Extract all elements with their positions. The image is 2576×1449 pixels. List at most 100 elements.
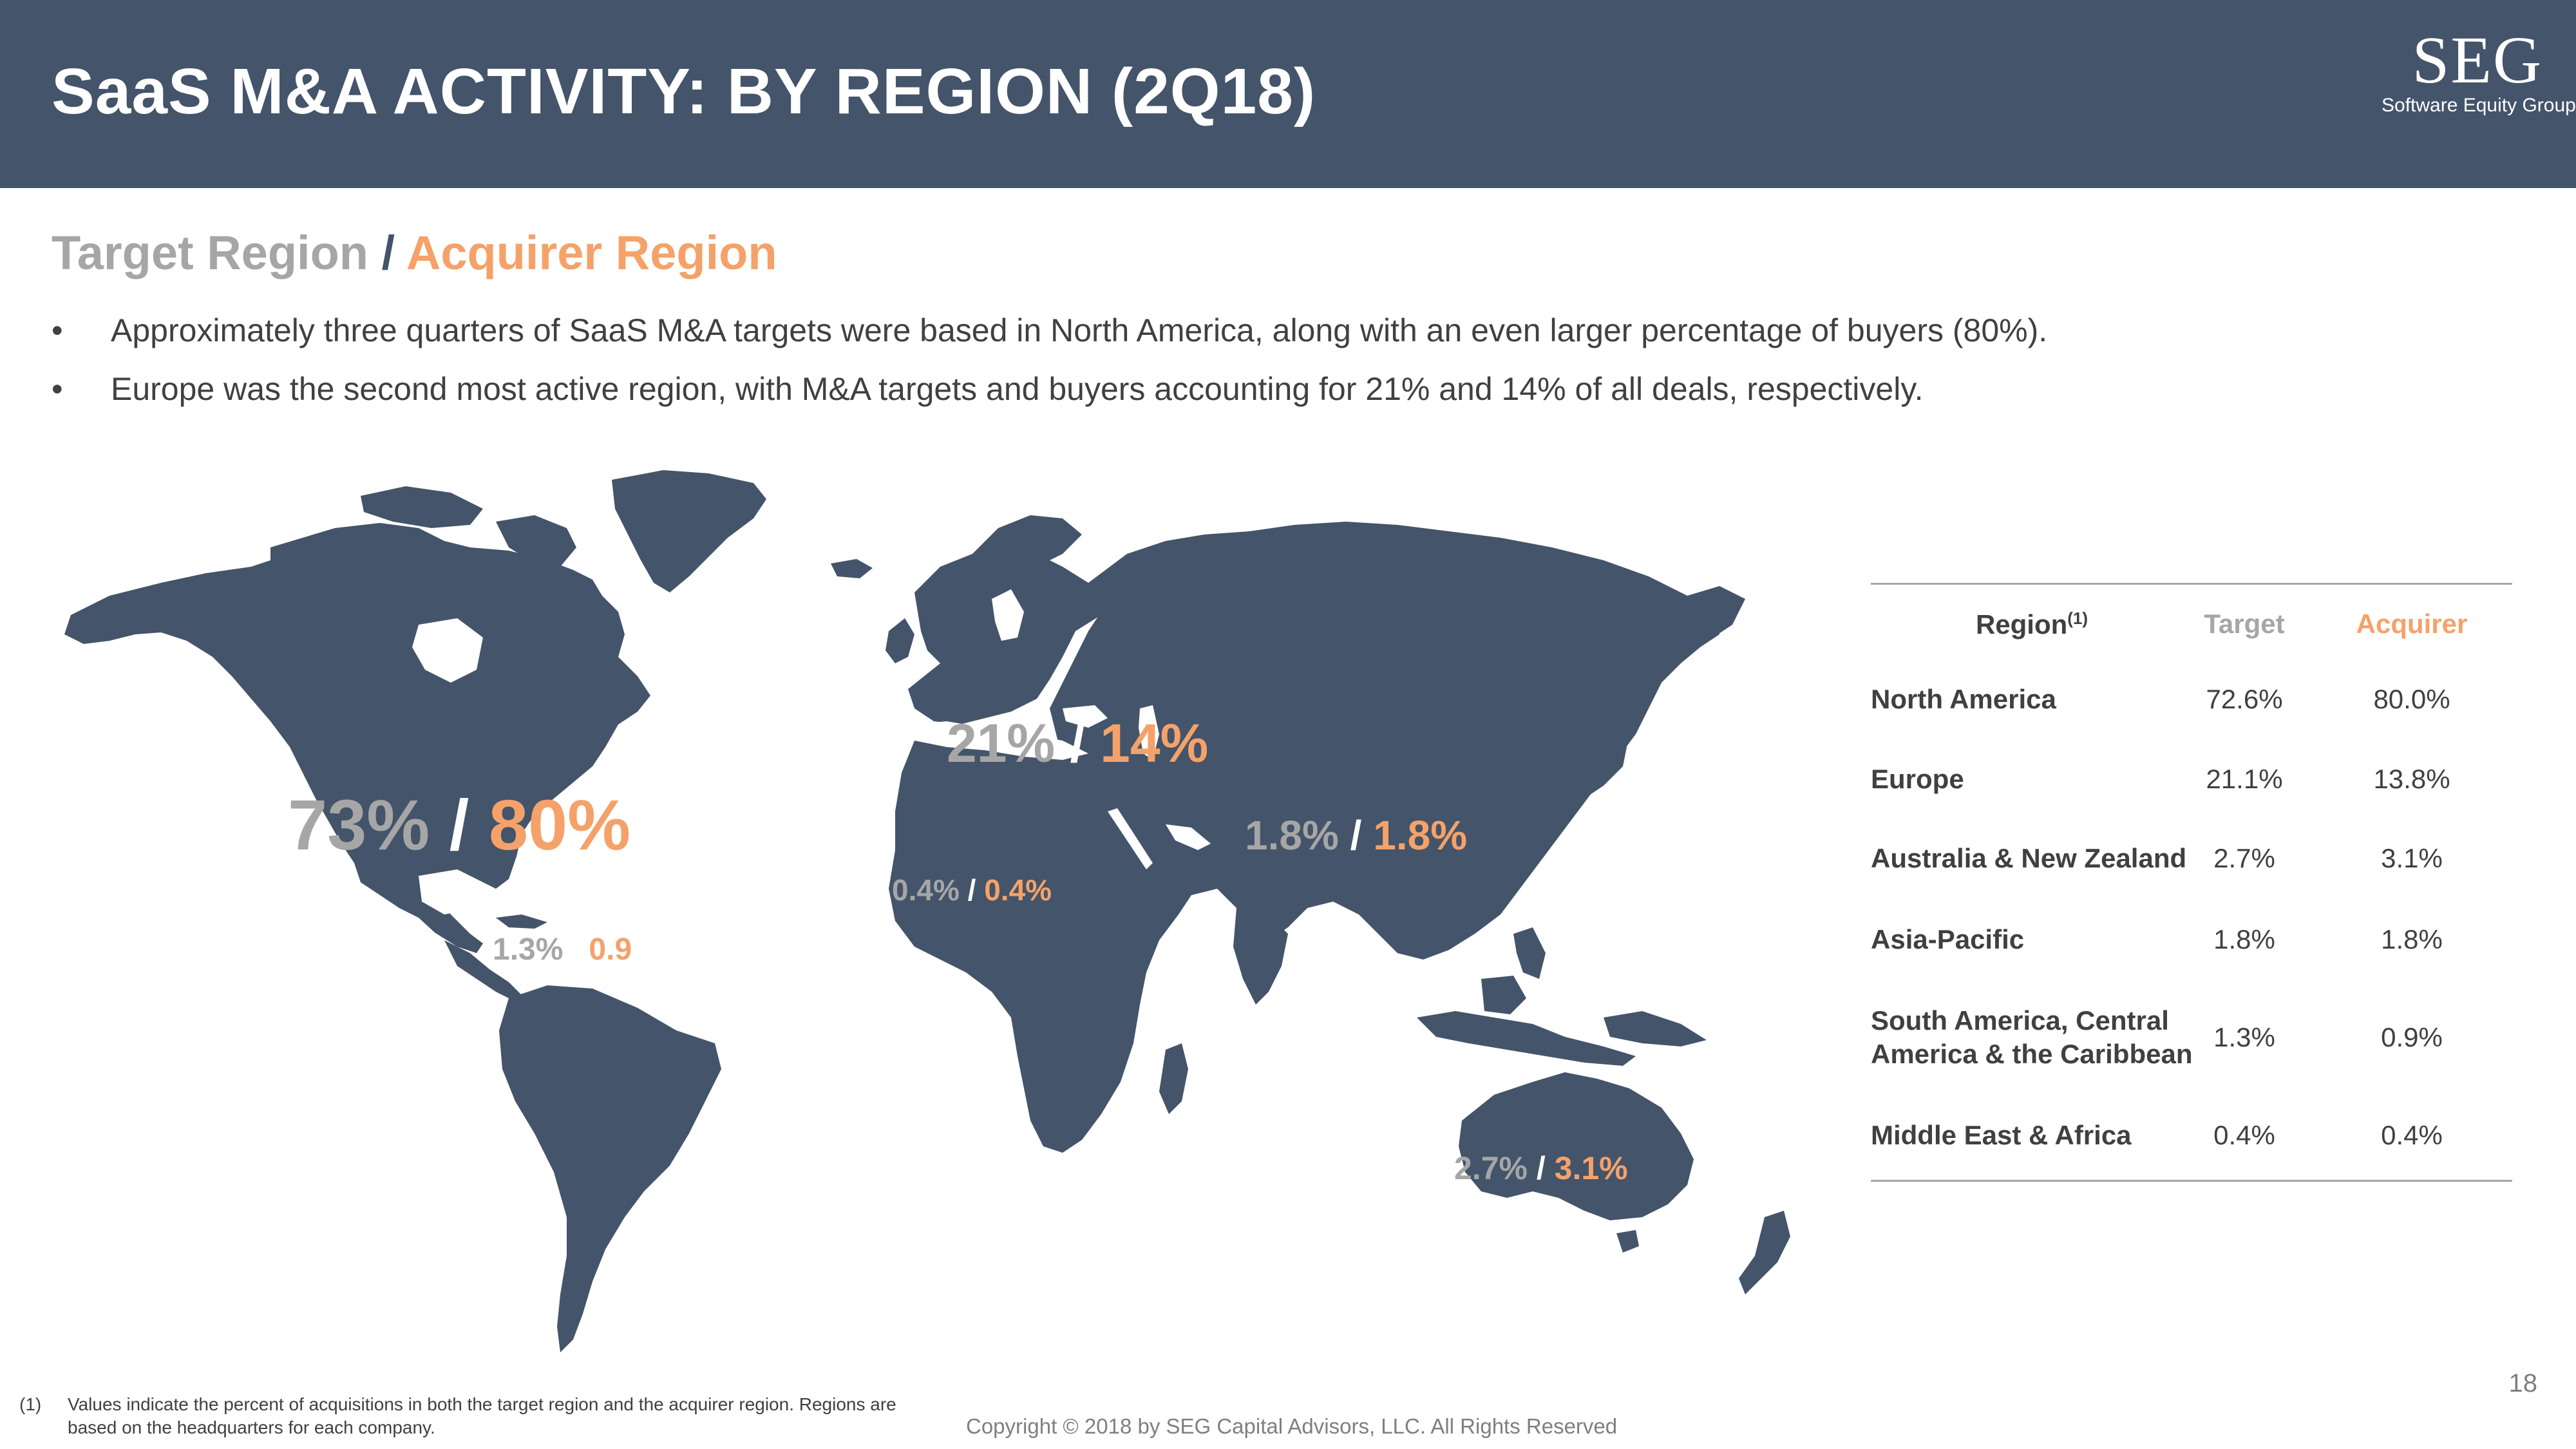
label-acquirer-value: 1.8% — [1373, 812, 1468, 858]
row-target: 0.4% — [2213, 1120, 2275, 1150]
row-target: 1.3% — [2213, 1022, 2275, 1052]
table-header-row: Region(1) Target Acquirer — [1871, 585, 2512, 660]
caribbean-shape — [496, 914, 547, 929]
label-europe: 21% / 14% — [947, 712, 1208, 775]
label-acquirer-value: 14% — [1100, 713, 1209, 773]
row-acquirer: 0.4% — [2381, 1120, 2443, 1150]
row-acquirer: 13.8% — [2373, 764, 2450, 794]
table-row: Europe 21.1% 13.8% — [1871, 740, 2512, 820]
page-number: 18 — [2508, 1369, 2538, 1397]
label-separator: / — [563, 933, 589, 967]
header-target: Target — [2204, 609, 2285, 639]
tasmania-shape — [1616, 1230, 1639, 1253]
row-region: Asia-Pacific — [1871, 924, 2025, 954]
footnote-number: (1) — [19, 1394, 42, 1414]
label-target-value: 2.7% — [1454, 1150, 1528, 1186]
new-guinea-shape — [1604, 1011, 1707, 1046]
bullet-item: • Europe was the second most active regi… — [52, 366, 2306, 412]
indonesia-shape — [1417, 1011, 1636, 1066]
row-region: South America, Central America & the Car… — [1871, 1004, 2193, 1071]
greenland-shape — [612, 470, 766, 592]
label-south-america: 1.3% / 0.9 — [493, 932, 632, 967]
india-shape — [1233, 908, 1288, 1005]
logo-mark: SEG — [2412, 23, 2543, 97]
bullet-text: Europe was the second most active region… — [111, 371, 1924, 407]
header-bar: SaaS M&A ACTIVITY: BY REGION (2Q18) SEG … — [0, 0, 2576, 188]
gulf-of-mexico-shape — [419, 869, 483, 914]
world-map-graphic — [64, 470, 1790, 1352]
bullet-text: Approximately three quarters of SaaS M&A… — [111, 312, 2048, 348]
persian-gulf-shape — [1166, 824, 1211, 850]
table-bottom-rule — [1871, 1180, 2512, 1182]
kamchatka-shape — [1687, 586, 1745, 638]
baffin-island-shape — [496, 515, 576, 567]
label-target-value: 1.8% — [1245, 812, 1339, 858]
row-region-line: South America, Central — [1871, 1005, 2169, 1036]
japan-shape — [1571, 721, 1629, 799]
bullet-list: • Approximately three quarters of SaaS M… — [52, 308, 2306, 425]
table-row: Middle East & Africa 0.4% 0.4% — [1871, 1120, 2512, 1180]
land-masses — [64, 470, 1790, 1352]
subtitle-target: Target Region — [52, 226, 368, 279]
row-region: North America — [1871, 684, 2056, 714]
caspian-sea-shape — [1139, 705, 1159, 760]
table-row: North America 72.6% 80.0% — [1871, 660, 2512, 740]
label-acquirer-value: 0.4% — [984, 873, 1052, 907]
row-target: 72.6% — [2206, 684, 2283, 714]
header-region: Region(1) — [1975, 609, 2088, 639]
row-acquirer: 0.9% — [2381, 1022, 2443, 1052]
madagascar-shape — [1159, 1043, 1188, 1114]
bullet-dot: • — [52, 371, 63, 407]
footnote-text: Values indicate the percent of acquisiti… — [68, 1394, 896, 1437]
row-acquirer: 1.8% — [2381, 924, 2443, 954]
label-target-value: 0.4% — [892, 873, 960, 907]
row-acquirer: 80.0% — [2373, 684, 2450, 714]
south-america-shape — [499, 985, 721, 1352]
uk-shape — [886, 618, 914, 663]
bullet-dot: • — [52, 312, 63, 348]
baltic-sea-shape — [992, 589, 1024, 641]
asia-shape — [1050, 522, 1719, 960]
row-acquirer: 3.1% — [2381, 843, 2443, 873]
label-target-value: 21% — [947, 713, 1056, 773]
label-north-america: 73% / 80% — [288, 784, 630, 866]
label-acquirer-value: 0.9 — [589, 933, 632, 967]
copyright: Copyright © 2018 by SEG Capital Advisors… — [966, 1414, 1618, 1438]
scandinavia-shape — [972, 515, 1082, 592]
label-australia: 2.7% / 3.1% — [1454, 1150, 1628, 1187]
borneo-shape — [1481, 976, 1526, 1014]
arctic-islands-shape — [361, 486, 483, 528]
logo-subtitle: Software Equity Group — [2382, 95, 2576, 116]
section-subtitle: Target Region / Acquirer Region — [52, 225, 777, 280]
label-separator: / — [1527, 1150, 1555, 1186]
label-asia-pacific: 1.8% / 1.8% — [1245, 811, 1467, 859]
label-separator: / — [1055, 713, 1101, 773]
row-region: Middle East & Africa — [1871, 1120, 2132, 1150]
row-region-line: America & the Caribbean — [1871, 1039, 2193, 1069]
red-sea-shape — [1108, 808, 1153, 869]
label-acquirer-value: 3.1% — [1554, 1150, 1628, 1186]
iceland-shape — [831, 559, 873, 578]
table-top-rule — [1871, 583, 2512, 585]
row-region: Europe — [1871, 764, 1964, 794]
table-row: Asia-Pacific 1.8% 1.8% — [1871, 901, 2512, 998]
north-america-shape — [64, 523, 650, 953]
subtitle-separator: / — [368, 226, 406, 279]
subtitle-acquirer: Acquirer Region — [406, 226, 777, 279]
mediterranean-shape — [908, 721, 1088, 760]
world-map: 73% / 80% 21% / 14% 1.8% / 1.8% 0.4% / 0… — [58, 464, 1823, 1365]
table-row: Australia & New Zealand 2.7% 3.1% — [1871, 820, 2512, 901]
header-region-footnote: (1) — [2067, 609, 2088, 628]
arabia-shape — [1127, 824, 1230, 895]
row-target: 21.1% — [2206, 764, 2283, 794]
header-acquirer: Acquirer — [2356, 609, 2468, 639]
table-row: South America, Central America & the Car… — [1871, 998, 2512, 1120]
philippines-shape — [1513, 927, 1546, 979]
seg-logo: SEG Software Equity Group — [2382, 23, 2576, 117]
label-target-value: 1.3% — [493, 933, 564, 967]
region-table: Region(1) Target Acquirer North America … — [1871, 583, 2512, 1182]
new-zealand-shape — [1739, 1211, 1790, 1294]
africa-shape — [889, 728, 1191, 1153]
label-target-value: 73% — [288, 786, 430, 865]
